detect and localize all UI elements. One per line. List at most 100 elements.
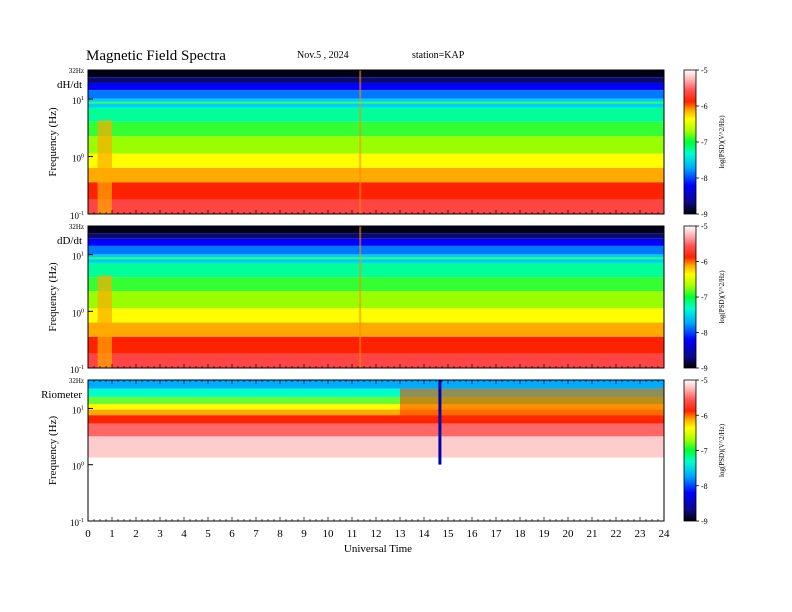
heatmap-band [88,82,664,91]
heatmap-patch [97,120,112,214]
heatmap-band [88,336,664,354]
heatmap-cells [88,70,664,214]
heatmap-line [88,101,664,104]
heatmap-band [88,262,664,278]
station-label: station=KAP [412,50,465,61]
panel-label: dH/dt [57,79,82,91]
x-axis-label: Universal Time [344,543,412,555]
x-tick-label: 3 [157,528,163,540]
x-tick-label: 4 [181,528,187,540]
x-tick-label: 1 [109,528,115,540]
heatmap-band [88,238,664,246]
heatmap-band [88,409,664,416]
heatmap-band [88,121,664,137]
heatmap-band [88,167,664,183]
heatmap-band [88,388,664,397]
y-tick-label: 100 [72,308,84,318]
x-tick-label: 18 [515,528,527,540]
heatmap-band [88,423,664,437]
heatmap-band [88,396,664,404]
colorbar: -5 -6 -7 -8 -9 log(PSD)(V^2/Hz) [683,66,726,219]
panel-label: Riometer [41,389,82,401]
x-tick-label: 6 [229,528,235,540]
x-tick-label: 2 [133,528,139,540]
y-tick-label: 32Hz [69,67,84,75]
x-tick-label: 5 [205,528,211,540]
x-tick-label: 19 [539,528,551,540]
x-tick-label: 13 [395,528,407,540]
y-tick-label: 10-1 [70,518,84,528]
heatmap-band [88,277,664,292]
y-tick-label: 32Hz [69,377,84,385]
colorbar-tick-label: -5 [701,66,708,75]
heatmap-band [88,153,664,168]
colorbar-tick-label: -6 [701,258,708,267]
heatmap-band [88,403,664,410]
y-tick-label: 101 [72,405,84,415]
heatmap-band [88,136,664,154]
colorbar-gradient [683,379,697,522]
panel-label: dD/dt [57,235,82,247]
heatmap-spike [438,380,442,465]
colorbar-tick-label: -9 [701,364,708,373]
x-tick-label: 22 [611,528,622,540]
heatmap-cells [88,226,664,368]
x-tick-label: 14 [419,528,431,540]
colorbar-tick-label: -7 [701,293,708,302]
colorbar-tick-label: -9 [701,210,708,219]
x-tick-label: 9 [301,528,307,540]
heatmap-band [88,77,664,83]
heatmap-band [88,182,664,200]
x-tick-label: 23 [635,528,647,540]
heatmap-band [88,291,664,309]
y-tick-label: 32Hz [69,223,84,231]
heatmap-line [88,257,664,260]
x-tick-label: 12 [371,528,382,540]
x-tick-label: 11 [347,528,358,540]
x-tick-label: 24 [659,528,671,540]
heatmap-band [88,415,664,424]
y-tick-label: 101 [72,252,84,262]
y-axis-label: Frequency (Hz) [47,107,59,177]
colorbar-tick-label: -8 [701,329,708,338]
y-tick-label: 10-1 [70,365,84,375]
colorbar-tick-label: -6 [701,411,708,420]
colorbar-tick-label: -6 [701,102,708,111]
heatmap-band [88,380,664,389]
y-axis-label: Frequency (Hz) [47,262,59,332]
x-tick-label: 15 [443,528,455,540]
x-tick-label: 20 [563,528,575,540]
heatmap-band [88,245,664,255]
panel-riometer: Riometer 32Hz 101 100 10-1 Frequency (Hz) -5 -6… [41,376,726,528]
colorbar-tick-label: -9 [701,517,708,526]
heatmap-band [88,107,664,122]
figure-title: Magnetic Field Spectra [86,48,226,64]
heatmap-band [88,322,664,337]
x-tick-label: 7 [253,528,259,540]
heatmap-band [88,436,664,458]
colorbar-tick-label: -8 [701,174,708,183]
colorbar-tick-label: -7 [701,138,708,147]
x-tick-label: 10 [323,528,335,540]
heatmap-spike [359,70,362,214]
x-tick-label: 0 [85,528,91,540]
heatmap-band [88,457,664,521]
colorbar: -5 -6 -7 -8 -9 log(PSD)(V^2/Hz) [683,376,726,526]
colorbar: -5 -6 -7 -8 -9 log(PSD)(V^2/Hz) [683,222,726,373]
heatmap-patch [400,388,664,420]
y-axis-label: Frequency (Hz) [47,416,59,486]
x-tick-label: 8 [277,528,283,540]
heatmap-band [88,90,664,99]
colorbar-label: log(PSD)(V^2/Hz) [718,423,726,477]
colorbar-label: log(PSD)(V^2/Hz) [718,115,726,169]
y-tick-label: 10-1 [70,211,84,221]
heatmap-band [88,233,664,239]
colorbar-tick-label: -8 [701,482,708,491]
colorbar-gradient [683,69,697,215]
colorbar-tick-label: -5 [701,376,708,385]
colorbar-gradient [683,225,697,369]
x-tick-label: 21 [587,528,598,540]
